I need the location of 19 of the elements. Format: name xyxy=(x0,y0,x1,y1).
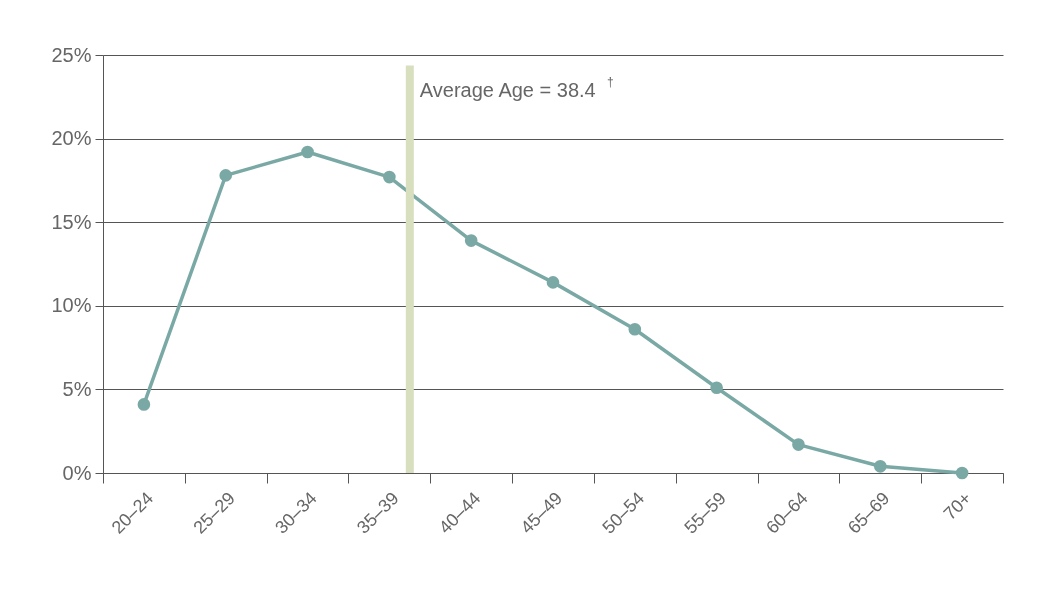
y-tick-label: 15% xyxy=(51,210,92,233)
point xyxy=(219,169,233,182)
y-tick-label: 0% xyxy=(62,461,92,484)
y-tick-label: 20% xyxy=(51,127,92,150)
point xyxy=(792,438,805,451)
point xyxy=(301,145,314,159)
point xyxy=(137,398,151,411)
x-tick-label: 70+ xyxy=(939,488,976,524)
ref-line-label: Average Age = 38.4† xyxy=(419,74,614,101)
point xyxy=(628,322,642,336)
point xyxy=(955,466,969,480)
point xyxy=(873,460,887,473)
y-tick-label: 10% xyxy=(51,294,92,317)
y-tick-label: 5% xyxy=(62,377,92,400)
point xyxy=(710,381,723,395)
point xyxy=(546,276,560,289)
point xyxy=(383,170,396,184)
point xyxy=(464,234,478,247)
y-tick-label: 25% xyxy=(51,43,92,66)
